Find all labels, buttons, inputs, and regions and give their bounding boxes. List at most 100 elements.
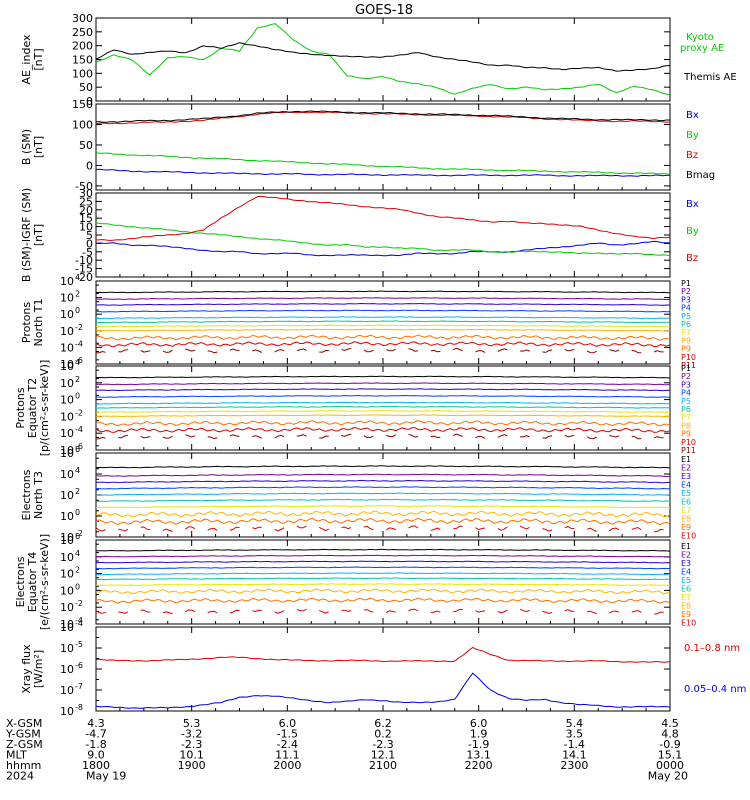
channel-p8 <box>96 414 670 418</box>
y-axis-label: [nT] <box>32 224 45 246</box>
channel-p11 <box>430 435 441 439</box>
legend-e7: E7 <box>681 593 691 602</box>
channel-p5 <box>96 401 670 405</box>
channel-e10 <box>430 527 441 531</box>
legend-p2: P2 <box>681 287 691 296</box>
y-tick-exponent: 4 <box>75 358 80 367</box>
ephemeris-label: Y-GSM <box>5 728 41 741</box>
y-tick-label: 10 <box>60 410 74 423</box>
legend-e6: E6 <box>681 498 691 507</box>
channel-e9 <box>96 517 670 526</box>
channel-e10 <box>118 528 129 532</box>
channel-p11 <box>631 435 642 440</box>
channel-e10 <box>363 609 374 613</box>
y-tick-label: 10 <box>60 601 74 614</box>
channel-e10 <box>475 527 486 531</box>
ephemeris-value: -1.5 <box>277 728 298 741</box>
panel-frame <box>95 17 671 102</box>
y-tick-label: 10 <box>60 275 74 288</box>
channel-p11 <box>564 434 575 438</box>
ephemeris-value: 12.1 <box>371 749 396 762</box>
channel-p1 <box>96 375 670 379</box>
channel-p11 <box>564 348 575 352</box>
channel-p11 <box>386 434 397 438</box>
channel-e10 <box>497 609 508 614</box>
ephemeris-value: -1.9 <box>468 738 489 751</box>
legend-bsm-bz: Bz <box>686 150 698 161</box>
channel-p4 <box>96 309 670 313</box>
legend-e7: E7 <box>681 506 691 515</box>
channel-e10 <box>475 610 486 613</box>
y-tick-exponent: 2 <box>75 566 80 575</box>
series-bx <box>96 240 670 257</box>
channel-e10 <box>185 526 196 530</box>
channel-p3 <box>96 302 670 306</box>
ephemeris-label: hhmm <box>6 759 41 772</box>
channel-e2 <box>96 554 670 558</box>
legend-bsm-bmag: Bmag <box>686 170 715 181</box>
legend-p10: P10 <box>681 353 696 362</box>
ephemeris-label: X-GSM <box>6 717 42 730</box>
channel-p11 <box>96 350 106 354</box>
legend-p5: P5 <box>681 312 691 321</box>
channel-e10 <box>497 526 508 531</box>
channel-p11 <box>296 434 307 437</box>
series-0-1-0-8-nm <box>96 646 670 663</box>
y-tick-label: -5 <box>82 246 93 259</box>
channel-e10 <box>274 610 285 614</box>
legend-p8: P8 <box>681 336 691 345</box>
ephemeris-value: May 20 <box>648 770 688 783</box>
ephemeris-value: -1.8 <box>85 738 106 751</box>
panel-frame <box>95 626 671 712</box>
channel-p11 <box>118 434 128 439</box>
channel-e10 <box>385 610 396 613</box>
y-axis-label: Equator T4 <box>26 552 39 612</box>
channel-p11 <box>274 349 285 353</box>
legend-e5: E5 <box>681 489 691 498</box>
y-tick-label: 150 <box>72 98 93 111</box>
legend-p7: P7 <box>681 328 691 337</box>
legend-p8: P8 <box>681 421 691 430</box>
y-axis-label: [W/m²] <box>32 650 45 688</box>
y-tick-label: 10 <box>60 292 74 305</box>
channel-p11 <box>520 435 530 438</box>
legend-e9: E9 <box>681 610 691 619</box>
channel-p11 <box>542 435 553 439</box>
y-tick-label: 100 <box>72 118 93 131</box>
y-axis-label: [p/(cm²-s-sr-keV)] <box>38 360 51 457</box>
y-tick-label: 10 <box>60 489 74 502</box>
y-tick-label: 150 <box>72 54 93 67</box>
channel-p11 <box>341 433 352 437</box>
y-axis-label: [e/(cm²-s-sr-keV)] <box>38 534 51 630</box>
ephemeris-value: 1800 <box>82 759 110 772</box>
channel-p11 <box>274 434 285 439</box>
channel-p7 <box>96 324 670 328</box>
y-tick-label: 10 <box>60 377 74 390</box>
y-axis-label: B (SM)-IGRF (SM) <box>20 188 33 282</box>
y-axis-label: B (SM) <box>20 129 33 165</box>
legend-p9: P9 <box>681 430 691 439</box>
channel-p11 <box>520 349 530 352</box>
channel-e10 <box>363 525 374 531</box>
y-tick-exponent: -2 <box>75 323 83 332</box>
legend-e10: E10 <box>681 532 696 541</box>
legend-e1: E1 <box>681 542 691 551</box>
channel-e10 <box>408 608 419 612</box>
y-axis-label: Equator T2 <box>26 378 39 438</box>
y-tick-label: -50 <box>75 180 93 193</box>
channel-p11 <box>252 435 263 439</box>
legend-p11: P11 <box>681 446 696 455</box>
channel-e9 <box>96 597 670 604</box>
channel-p11 <box>162 349 173 353</box>
channel-p11 <box>475 435 486 439</box>
y-tick-label: -20 <box>75 271 93 284</box>
legend-e9: E9 <box>681 523 691 532</box>
legend-bsm-bx: Bx <box>686 110 699 121</box>
channel-e1 <box>96 548 670 552</box>
channel-e10 <box>252 526 262 530</box>
y-tick-exponent: -6 <box>75 356 83 365</box>
ephemeris-value: 4.3 <box>87 717 105 730</box>
ephemeris-value: 2200 <box>465 759 493 772</box>
